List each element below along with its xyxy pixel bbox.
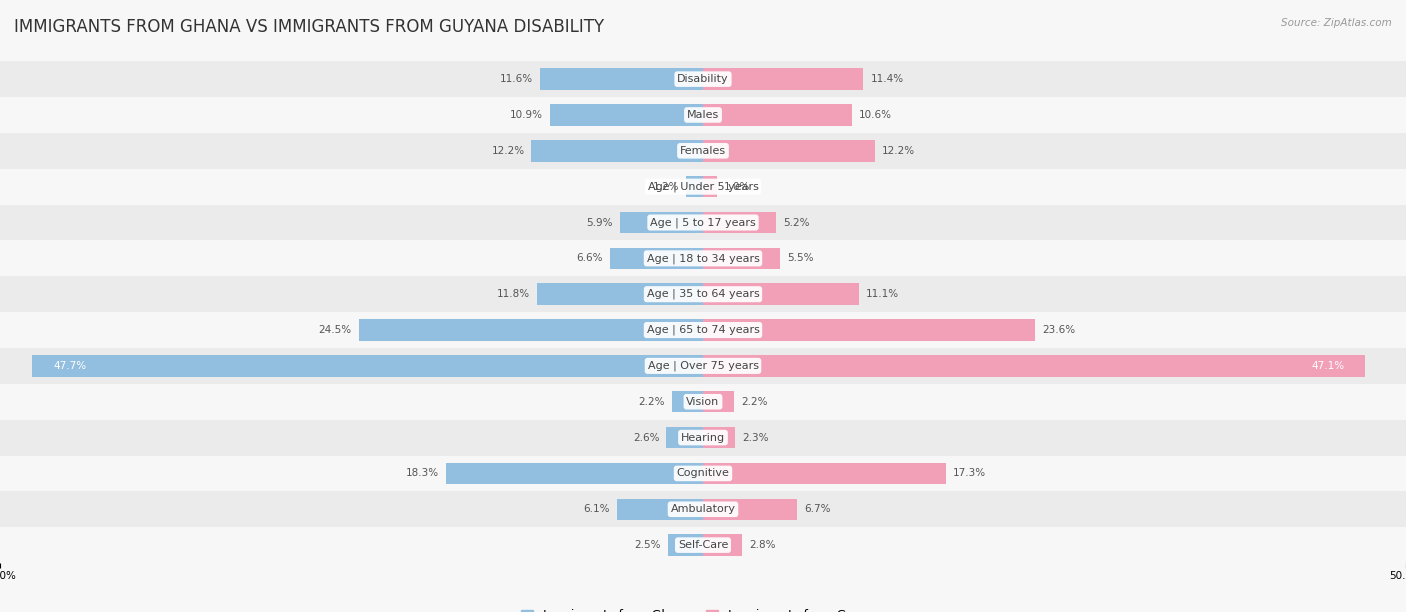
Text: 11.4%: 11.4% xyxy=(870,74,904,84)
Bar xyxy=(666,427,703,449)
Text: 11.8%: 11.8% xyxy=(496,289,530,299)
Bar xyxy=(703,427,735,449)
Text: Vision: Vision xyxy=(686,397,720,407)
Bar xyxy=(703,176,717,198)
Text: Males: Males xyxy=(688,110,718,120)
Text: 2.2%: 2.2% xyxy=(741,397,768,407)
Bar xyxy=(703,534,742,556)
Text: Age | 5 to 17 years: Age | 5 to 17 years xyxy=(650,217,756,228)
Bar xyxy=(540,69,703,90)
Text: 5.5%: 5.5% xyxy=(787,253,814,263)
Text: Age | 65 to 74 years: Age | 65 to 74 years xyxy=(647,325,759,335)
Bar xyxy=(617,499,703,520)
Text: 47.7%: 47.7% xyxy=(53,361,87,371)
Text: 47.1%: 47.1% xyxy=(1310,361,1344,371)
Bar xyxy=(0,276,1406,312)
Bar xyxy=(672,391,703,412)
Text: 23.6%: 23.6% xyxy=(1042,325,1076,335)
Bar xyxy=(703,391,734,412)
Text: 2.5%: 2.5% xyxy=(634,540,661,550)
Bar xyxy=(359,319,703,341)
Bar xyxy=(32,355,703,376)
Bar xyxy=(703,463,946,484)
Bar xyxy=(550,104,703,125)
Text: 12.2%: 12.2% xyxy=(882,146,915,156)
Bar xyxy=(703,140,875,162)
Bar xyxy=(610,248,703,269)
Text: 5.9%: 5.9% xyxy=(586,217,613,228)
Text: Source: ZipAtlas.com: Source: ZipAtlas.com xyxy=(1281,18,1392,28)
Bar xyxy=(0,455,1406,491)
Bar xyxy=(668,534,703,556)
Bar xyxy=(0,491,1406,527)
Text: Ambulatory: Ambulatory xyxy=(671,504,735,514)
Bar xyxy=(446,463,703,484)
Text: Cognitive: Cognitive xyxy=(676,468,730,479)
Bar xyxy=(0,384,1406,420)
Bar xyxy=(0,420,1406,455)
Text: 2.6%: 2.6% xyxy=(633,433,659,442)
Text: 11.6%: 11.6% xyxy=(499,74,533,84)
Bar xyxy=(703,355,1365,376)
Bar xyxy=(703,104,852,125)
Text: 10.6%: 10.6% xyxy=(859,110,891,120)
Text: 2.3%: 2.3% xyxy=(742,433,769,442)
Legend: Immigrants from Ghana, Immigrants from Guyana: Immigrants from Ghana, Immigrants from G… xyxy=(522,609,884,612)
Bar xyxy=(0,97,1406,133)
Bar xyxy=(537,283,703,305)
Text: 12.2%: 12.2% xyxy=(491,146,524,156)
Text: 1.0%: 1.0% xyxy=(724,182,751,192)
Bar xyxy=(703,248,780,269)
Text: 10.9%: 10.9% xyxy=(510,110,543,120)
Text: 2.8%: 2.8% xyxy=(749,540,776,550)
Text: 24.5%: 24.5% xyxy=(318,325,352,335)
Bar xyxy=(0,312,1406,348)
Text: 6.1%: 6.1% xyxy=(583,504,610,514)
Bar xyxy=(0,61,1406,97)
Text: Self-Care: Self-Care xyxy=(678,540,728,550)
Bar xyxy=(703,212,776,233)
Text: 11.1%: 11.1% xyxy=(866,289,900,299)
Text: Hearing: Hearing xyxy=(681,433,725,442)
Text: IMMIGRANTS FROM GHANA VS IMMIGRANTS FROM GUYANA DISABILITY: IMMIGRANTS FROM GHANA VS IMMIGRANTS FROM… xyxy=(14,18,605,36)
Bar xyxy=(0,204,1406,241)
Text: Age | Over 75 years: Age | Over 75 years xyxy=(648,360,758,371)
Text: 18.3%: 18.3% xyxy=(405,468,439,479)
Bar xyxy=(0,527,1406,563)
Text: 6.6%: 6.6% xyxy=(576,253,603,263)
Bar xyxy=(0,241,1406,276)
Text: Age | 35 to 64 years: Age | 35 to 64 years xyxy=(647,289,759,299)
Bar xyxy=(0,169,1406,204)
Bar xyxy=(686,176,703,198)
Text: Disability: Disability xyxy=(678,74,728,84)
Text: 1.2%: 1.2% xyxy=(652,182,679,192)
Text: 6.7%: 6.7% xyxy=(804,504,831,514)
Text: 2.2%: 2.2% xyxy=(638,397,665,407)
Bar xyxy=(0,133,1406,169)
Bar xyxy=(531,140,703,162)
Text: 5.2%: 5.2% xyxy=(783,217,810,228)
Bar xyxy=(703,319,1035,341)
Text: Age | Under 5 years: Age | Under 5 years xyxy=(648,181,758,192)
Bar xyxy=(703,499,797,520)
Bar xyxy=(703,69,863,90)
Text: Females: Females xyxy=(681,146,725,156)
Bar xyxy=(620,212,703,233)
Text: Age | 18 to 34 years: Age | 18 to 34 years xyxy=(647,253,759,264)
Bar xyxy=(703,283,859,305)
Bar xyxy=(0,348,1406,384)
Text: 17.3%: 17.3% xyxy=(953,468,987,479)
